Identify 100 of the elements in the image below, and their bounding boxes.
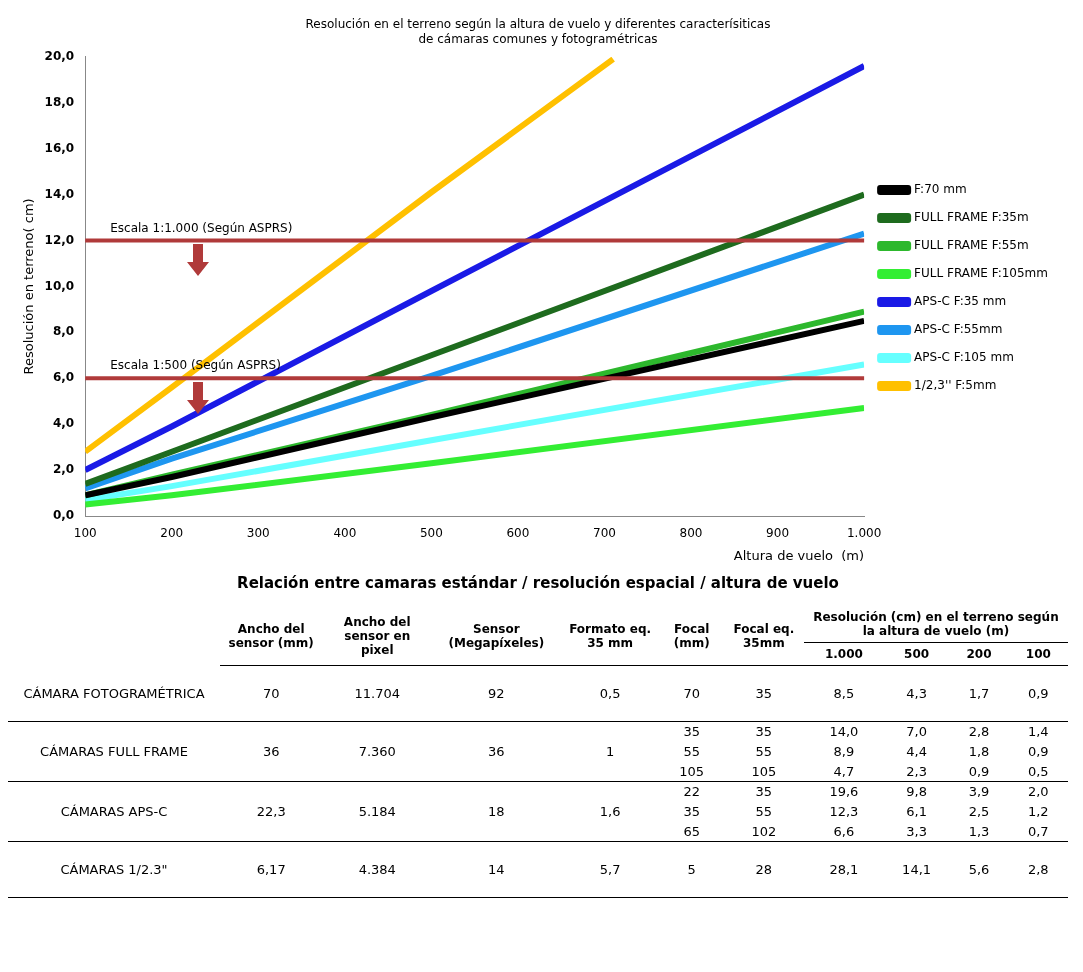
x-axis-title: Altura de vuelo (m) [733,547,865,563]
text: 2,8 [1027,862,1049,877]
text: 0,9 [1027,744,1049,759]
text: 9,8 [906,784,927,800]
text: 35 [683,804,701,819]
text: 92 [488,686,505,701]
text: 1,4 [1027,724,1049,740]
text: 3,3 [906,823,927,839]
y-tick-label: 4,0 [52,416,75,431]
text: 1,3 [968,823,990,839]
text: 36 [488,744,505,759]
legend-label: FULL FRAME F:55m [914,238,1029,253]
y-axis-title: Resolución en terreno( cm) [21,198,37,375]
y-tick-label: 10,0 [44,278,75,293]
y-tick-label: 16,0 [44,140,75,155]
text: 105 [751,763,777,779]
x-tick-label: 900 [766,526,790,541]
legend-label: F:70 mm [914,182,967,197]
category-label: 500 [883,642,950,666]
x-tick-label: 500 [419,526,443,541]
text: 5,7 [599,862,621,877]
text: 14,0 [829,724,859,740]
text: 70 [262,686,280,701]
text: 65 [683,823,701,839]
text: 105 [679,763,705,779]
text: 4,7 [833,763,855,779]
text: 55 [755,744,773,759]
x-tick-label: 700 [593,526,616,541]
legend-label: FULL FRAME F:105mm [914,266,1049,281]
chart-title: Resolución en el terreno según la altura de vuelo y diferentes caracterísiticas de cámaras comunes y fotogramétricas [305,17,771,46]
text: 35 [755,686,773,701]
text: 8,9 [833,744,855,759]
y-tick-label: 8,0 [52,324,75,339]
y-tick-label: 14,0 [44,186,75,201]
text: 6,6 [833,823,855,839]
y-tick-label: 2,0 [52,462,75,477]
text: 1,7 [968,686,990,701]
text: 36 [262,744,280,759]
text: 5.184 [358,804,396,819]
text: 19,6 [829,784,859,800]
category-label: Sensor (Megapíxeles) [432,606,561,666]
text: 1 [605,744,615,759]
y-tick-label: 12,0 [44,232,75,247]
category-label: 200 [949,642,1009,666]
text: 0,9 [968,763,990,779]
category-label: CÁMARAS FULL FRAME [40,744,188,759]
x-tick-label: 200 [160,526,184,541]
y-tick-label: 6,0 [52,370,75,385]
legend-label: 1/2,3'' F:5mm [914,378,997,393]
text: 8,5 [833,686,855,701]
text: 11.704 [354,686,400,701]
category-label: CÁMARAS APS-C [60,804,168,819]
legend-label: FULL FRAME F:35m [914,210,1029,225]
text: 22,3 [256,804,286,819]
text: 18 [488,804,505,819]
y-tick-label: 0,0 [52,508,75,523]
text: 7.360 [358,744,396,759]
text: 35 [755,724,773,740]
category-label: Focal eq. 35mm [723,606,804,666]
text: 7,0 [906,724,927,740]
category-label: CÁMARA FOTOGRAMÉTRICA [23,685,205,701]
text: 35 [683,724,701,740]
category-label: 1.000 [803,642,884,666]
text: 3,9 [968,784,990,800]
text: Resolución (cm) en el terreno según la altura de vuelo (m) [803,606,1068,643]
text: 35 [755,784,773,800]
text: 2,5 [968,804,990,819]
text: 2,8 [968,724,990,740]
text: 1,8 [968,744,990,759]
text: 55 [755,804,773,819]
text: 70 [683,686,701,701]
text: 6,1 [906,804,927,819]
y-tick-label: 20,0 [44,48,75,63]
text: 0,5 [599,686,621,701]
text: 4,4 [906,744,927,759]
text: 1,2 [1027,804,1049,819]
x-tick-label: 1.000 [846,526,882,541]
text: 0,7 [1027,823,1049,839]
text: 28,1 [829,862,859,877]
x-tick-label: 100 [73,526,97,541]
x-tick-label: 800 [679,526,703,541]
text: 22 [683,784,701,800]
category-label: CÁMARAS 1/2.3" [60,862,168,877]
legend-label: APS-C F:105 mm [914,350,1014,365]
text: 2,0 [1027,784,1049,800]
text: 2,3 [906,763,927,779]
annotation: Escala 1:1.000 (Según ASPRS) [110,220,293,235]
legend-label: APS-C F:55mm [914,322,1003,337]
legend-label: APS-C F:35 mm [914,294,1007,309]
text: 14 [488,862,505,877]
text: 28 [755,862,773,877]
text: 14,1 [902,862,932,877]
x-tick-label: 400 [333,526,357,541]
text: 1,6 [599,804,621,819]
y-tick-label: 18,0 [44,94,75,109]
category-label: Ancho del sensor en pixel [322,606,433,666]
text: 5 [687,862,696,877]
category-label: Formato eq. 35 mm [560,606,660,666]
text: 55 [683,744,701,759]
category-label: Ancho del sensor (mm) [220,606,323,666]
